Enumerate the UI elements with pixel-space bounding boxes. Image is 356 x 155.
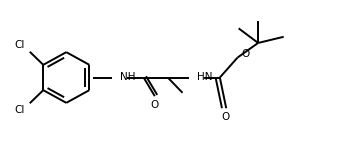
Text: O: O: [241, 49, 250, 59]
Text: O: O: [151, 100, 159, 110]
Text: HN: HN: [197, 73, 213, 82]
Text: NH: NH: [120, 73, 135, 82]
Text: Cl: Cl: [15, 40, 25, 50]
Text: O: O: [221, 112, 230, 122]
Text: Cl: Cl: [15, 105, 25, 115]
